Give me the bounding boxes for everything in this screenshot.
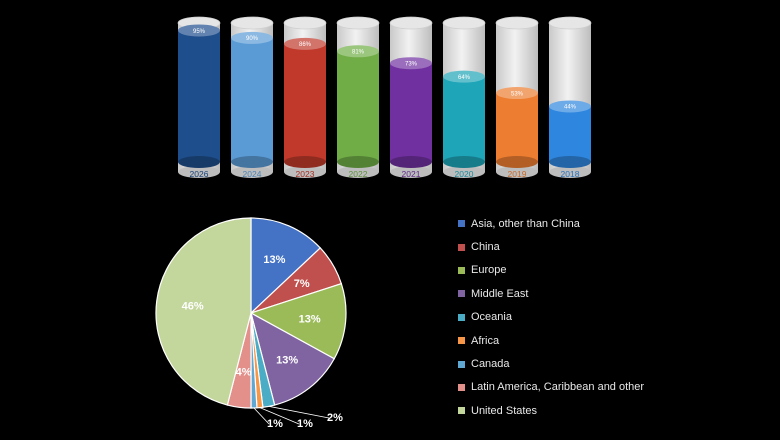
pie-data-label: 13% — [263, 254, 285, 266]
pie-data-label: 2% — [327, 412, 343, 424]
leader-line — [253, 407, 270, 425]
bar-value-label: 73% — [405, 62, 418, 68]
legend-swatch — [458, 243, 465, 251]
pie-data-label: 1% — [267, 418, 283, 430]
bar-2022: 81% 2022 — [336, 16, 380, 179]
legend-item: United States — [458, 399, 778, 422]
legend-swatch — [458, 383, 465, 391]
legend-label: Asia, other than China — [471, 217, 580, 230]
legend-swatch — [458, 313, 465, 321]
leader-line — [268, 405, 330, 419]
bar-2026: 95% 2026 — [177, 16, 221, 179]
legend-item: Asia, other than China — [458, 212, 778, 235]
legend-item: China — [458, 235, 778, 258]
legend-label: Canada — [471, 358, 510, 371]
legend-item: Canada — [458, 352, 778, 375]
bar-value-label: 86% — [299, 42, 312, 48]
pie-data-label: 7% — [294, 278, 310, 290]
pie-slice — [250, 217, 322, 315]
bar-value-label: 81% — [352, 50, 365, 56]
legend-swatch — [458, 220, 465, 228]
legend-label: China — [471, 241, 500, 254]
legend-label: Latin America, Caribbean and other — [471, 381, 645, 394]
legend-label: Europe — [471, 264, 507, 277]
bar-2021: 73% 2021 — [389, 16, 433, 179]
pie-slice — [250, 311, 336, 406]
legend-item: Europe — [458, 259, 778, 282]
pie-data-label: 13% — [299, 314, 321, 326]
bar-category-label: 2026 — [190, 169, 209, 179]
bar-2024: 90% 2024 — [230, 16, 274, 179]
bar-2020: 64% 2020 — [442, 16, 486, 179]
pie-slice — [249, 282, 347, 360]
bar-category-label: 2019 — [508, 169, 527, 179]
legend-swatch — [458, 407, 465, 415]
bar-2018: 44% 2018 — [548, 16, 592, 179]
legend-swatch — [458, 337, 465, 345]
bar-category-label: 2023 — [296, 169, 315, 179]
bar-value-label: 95% — [193, 29, 206, 35]
bar-2023: 86% 2023 — [283, 16, 327, 179]
legend-label: Oceania — [471, 311, 512, 324]
pie-data-label: 13% — [276, 355, 298, 367]
bar-value-label: 53% — [511, 91, 524, 97]
bar-category-label: 2022 — [349, 169, 368, 179]
legend-item: Oceania — [458, 306, 778, 329]
legend-item: Africa — [458, 329, 778, 352]
leader-line — [259, 407, 300, 425]
legend-swatch — [458, 266, 465, 274]
legend-swatch — [458, 360, 465, 368]
bar-value-label: 90% — [246, 36, 259, 42]
bar-2019: 53% 2019 — [495, 16, 539, 179]
bar-category-label: 2021 — [402, 169, 421, 179]
pie-data-label: 4% — [236, 366, 252, 378]
legend-label: Middle East — [471, 287, 529, 300]
legend-label: Africa — [471, 334, 500, 347]
bar-category-label: 2018 — [561, 169, 580, 179]
bar-category-label: 2024 — [243, 169, 262, 179]
legend-item: Latin America, Caribbean and other — [458, 376, 778, 399]
pie-legend: Asia, other than China China Europe Middle … — [458, 212, 778, 423]
pie-slice — [155, 217, 252, 406]
pie-data-label: 46% — [182, 301, 204, 313]
bar-value-label: 64% — [458, 75, 471, 81]
legend-swatch — [458, 290, 465, 298]
legend-label: United States — [471, 404, 538, 417]
legend-item: Middle East — [458, 282, 778, 305]
bar-category-label: 2020 — [455, 169, 474, 179]
pie: 13% 7% 13% 13% 2% 1% 1% 4% 46% — [155, 217, 347, 430]
pie-data-label: 1% — [297, 418, 313, 430]
bar-value-label: 44% — [564, 105, 577, 111]
